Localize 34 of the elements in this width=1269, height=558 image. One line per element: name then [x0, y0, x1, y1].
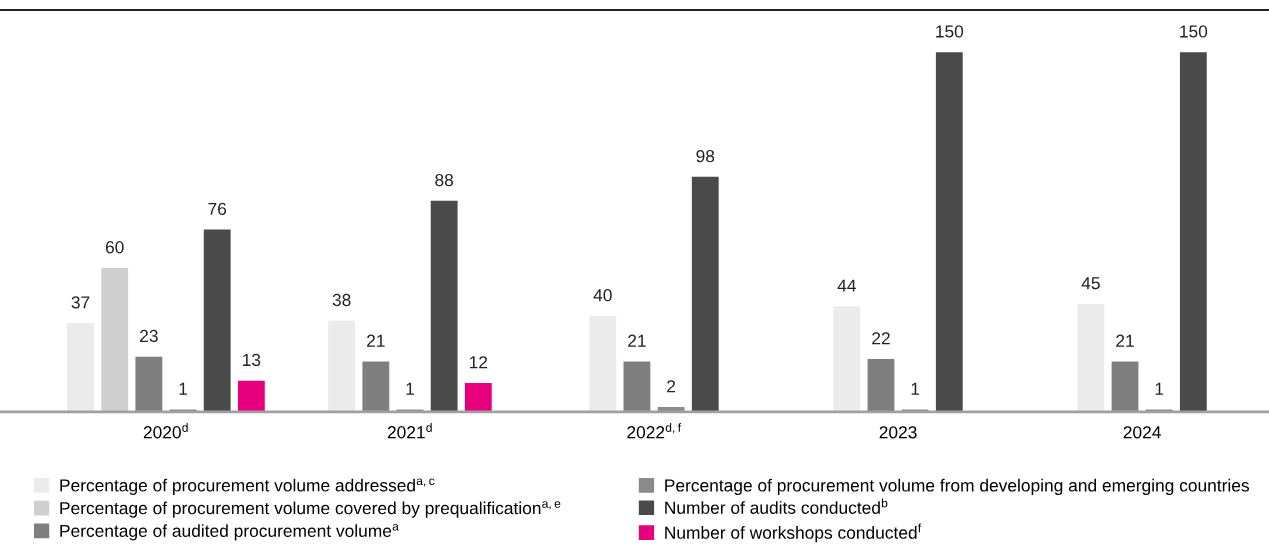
data-label: 88	[435, 173, 454, 187]
data-label: 60	[105, 241, 124, 254]
data-label: 2	[667, 380, 676, 393]
data-label: 150	[1180, 25, 1208, 38]
data-label: 150	[936, 25, 964, 38]
data-label: 13	[243, 353, 261, 367]
legend-label: Percentage of procurement volume addressed$^{a,c}$	[60, 478, 435, 495]
data-label: 37	[71, 296, 90, 309]
data-label: 23	[140, 329, 158, 343]
data-label: 38	[332, 293, 351, 307]
x-tick-label: 2021$^{d}$	[387, 423, 432, 439]
data-label: 1	[179, 382, 188, 395]
data-label: 44	[837, 279, 856, 292]
data-label: 98	[696, 149, 715, 163]
data-label: 45	[1081, 277, 1100, 290]
data-label: 1	[406, 382, 414, 395]
legend-label: Percentage of audited procurement volume$^{a}$	[60, 523, 399, 541]
legend-label: Percentage of procurement volume from developing and emerging countries	[665, 478, 1249, 496]
data-label: 21	[628, 334, 646, 347]
data-label: 21	[1116, 334, 1134, 347]
data-label: 21	[367, 334, 385, 347]
data-label: 12	[469, 356, 488, 369]
data-label: 1	[911, 382, 920, 395]
legend-label: Number of audits conducted$^{b}$	[665, 498, 888, 514]
legend-label: Percentage of procurement volume covered by prequalification$^{a,e}$	[60, 501, 561, 518]
x-tick-label: 2024	[1123, 426, 1161, 439]
data-label: 76	[208, 202, 227, 216]
data-label: 40	[593, 289, 612, 302]
legend-label: Number of workshops conducted$^{f}$	[665, 523, 922, 543]
x-tick-label: 2020$^{d}$	[143, 423, 188, 439]
data-label: 1	[1155, 382, 1164, 395]
x-tick-label: 2022$^{d,f}$	[627, 423, 682, 439]
data-label: 22	[872, 332, 890, 345]
x-tick-label: 2023	[879, 426, 917, 439]
